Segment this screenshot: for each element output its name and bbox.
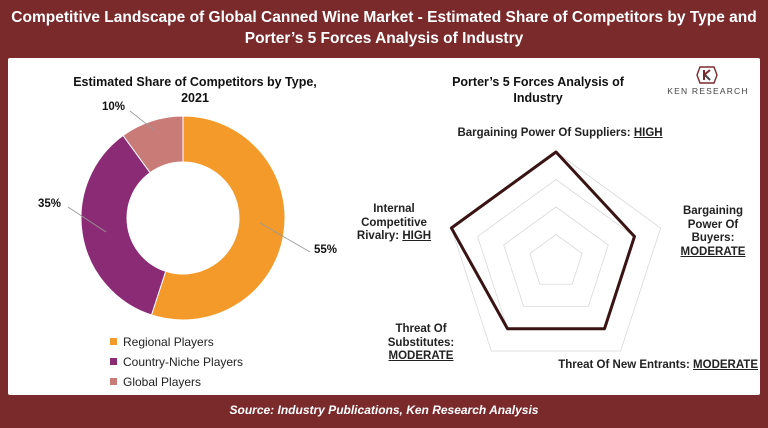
content-panel: Estimated Share of Competitors by Type, … — [8, 58, 760, 395]
page-title: Competitive Landscape of Global Canned W… — [11, 9, 757, 47]
force-name-substitutes: Threat Of Substitutes: — [387, 323, 455, 349]
legend-item-global: Global Players — [110, 372, 243, 392]
legend-label-regional: Regional Players — [123, 335, 214, 349]
legend-item-regional: Regional Players — [110, 332, 243, 352]
force-label-new-entrants: Threat Of New Entrants: MODERATE — [528, 359, 758, 373]
legend-swatch-country-niche — [110, 358, 117, 366]
radar-series-line — [449, 150, 636, 331]
force-label-substitutes: Threat Of Substitutes: MODERATE — [376, 323, 466, 364]
pie-label-global: 10% — [102, 101, 126, 113]
legend-item-country-niche: Country-Niche Players — [110, 352, 243, 372]
chart-canvas — [67, 110, 662, 352]
ken-research-logo-icon — [696, 66, 718, 84]
donut-slice-global-players — [122, 115, 184, 174]
force-label-rivalry: Internal Competitive Rivalry: HIGH — [344, 203, 444, 244]
force-label-buyers: Bargaining Power Of Buyers: MODERATE — [668, 205, 758, 259]
force-name-suppliers: Bargaining Power Of Suppliers: — [457, 127, 631, 139]
legend-swatch-global — [110, 378, 117, 386]
radar-grid-ring-2 — [503, 206, 609, 307]
force-name-buyers: Bargaining Power Of Buyers: — [682, 205, 744, 244]
legend-label-country-niche: Country-Niche Players — [123, 355, 244, 369]
force-name-rivalry: Internal Competitive Rivalry: — [356, 203, 427, 242]
donut-chart-title: Estimated Share of Competitors by Type, … — [73, 75, 317, 105]
force-level-substitutes: MODERATE — [388, 350, 454, 362]
source-note: Source: Industry Publications, Ken Resea… — [229, 403, 539, 417]
legend-swatch-regional — [110, 338, 117, 346]
pie-label-country-niche: 35% — [38, 198, 62, 210]
legend-label-global: Global Players — [123, 375, 202, 389]
force-level-new-entrants: MODERATE — [693, 359, 758, 371]
force-label-suppliers: Bargaining Power Of Suppliers: HIGH — [440, 127, 680, 141]
radar-chart-title: Porter’s 5 Forces Analysis of Industry — [452, 75, 624, 105]
logo-text: KEN RESEARCH — [667, 86, 749, 96]
leader-line-global — [129, 110, 155, 131]
donut-slice-country-niche-players — [80, 134, 167, 316]
leader-line-regional — [259, 222, 311, 253]
force-level-rivalry: HIGH — [402, 230, 432, 242]
donut-legend: Regional Players Country-Niche Players G… — [110, 332, 243, 392]
donut-slice-regional-players — [150, 115, 286, 321]
force-level-suppliers: HIGH — [633, 127, 663, 139]
ken-research-logo: KEN RESEARCH — [663, 66, 753, 98]
pie-label-regional: 55% — [314, 244, 338, 256]
radar-grid-ring-1 — [529, 234, 583, 285]
force-name-new-entrants: Threat Of New Entrants: — [558, 359, 690, 371]
leader-line-country-niche — [67, 206, 107, 233]
force-level-buyers: MODERATE — [680, 245, 746, 258]
